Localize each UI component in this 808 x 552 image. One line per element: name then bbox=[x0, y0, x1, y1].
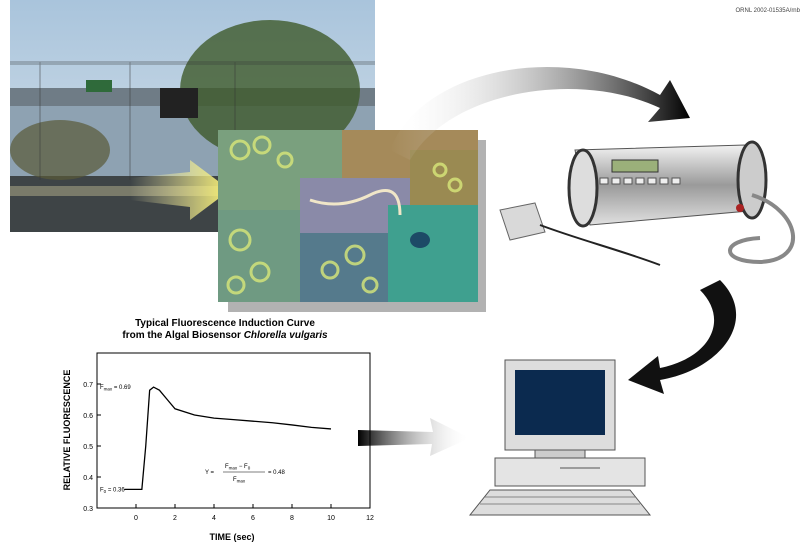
subtitle-species: Chlorella vulgaris bbox=[244, 330, 328, 341]
annotation-part: = 0.69 bbox=[112, 385, 131, 391]
f0-label: F0 = 0.36 bbox=[100, 487, 125, 494]
x-tick-label: 0 bbox=[134, 515, 138, 522]
fmax-label: Fmax = 0.69 bbox=[100, 385, 131, 392]
chart-title: Typical Fluorescence Induction Curve bbox=[135, 318, 315, 329]
arrow-to-computer bbox=[628, 280, 736, 394]
x-tick-label: 8 bbox=[290, 515, 294, 522]
x-tick-label: 10 bbox=[327, 515, 335, 522]
x-tick-label: 12 bbox=[366, 515, 374, 522]
computer bbox=[470, 360, 650, 515]
y-tick-label: 0.7 bbox=[83, 382, 93, 389]
x-tick-label: 2 bbox=[173, 515, 177, 522]
yield-lhs: Y = bbox=[205, 470, 215, 476]
x-tick-label: 4 bbox=[212, 515, 216, 522]
figure-id: ORNL 2002-01535A/rnb bbox=[736, 8, 801, 14]
subtitle-prefix: from the Algal Biosensor bbox=[122, 330, 241, 341]
page: {"figure_id":"ORNL 2002-01535A/rnb", "ch… bbox=[0, 0, 808, 552]
annotation-part: − F bbox=[237, 464, 248, 470]
microscope-mosaic bbox=[218, 130, 486, 312]
y-axis-label: RELATIVE FLUORESCENCE bbox=[62, 370, 72, 491]
chart-subtitle: from the Algal Biosensor Chlorella vulga… bbox=[122, 330, 328, 341]
y-tick-label: 0.6 bbox=[83, 413, 93, 420]
biosensor-device bbox=[500, 142, 793, 265]
yield-rhs: = 0.48 bbox=[268, 470, 286, 476]
yield-denominator: Fmax bbox=[233, 477, 246, 484]
fluorescence-curve bbox=[124, 387, 331, 489]
figure: ORNL 2002-01535A/rnb bbox=[0, 0, 808, 547]
y-tick-label: 0.4 bbox=[83, 475, 93, 482]
annotation-part: = 0.36 bbox=[106, 487, 125, 493]
y-tick-label: 0.3 bbox=[83, 506, 93, 513]
yield-numerator: Fmax − F0 bbox=[225, 464, 251, 471]
x-tick-label: 6 bbox=[251, 515, 255, 522]
subscript: 0 bbox=[248, 466, 251, 471]
arrow-to-chart bbox=[358, 418, 470, 456]
chart: Typical Fluorescence Induction Curve fro… bbox=[62, 318, 374, 542]
subscript: max bbox=[237, 479, 246, 484]
x-axis-label: TIME (sec) bbox=[209, 532, 254, 542]
y-tick-label: 0.5 bbox=[83, 444, 93, 451]
plot-frame bbox=[97, 353, 370, 508]
